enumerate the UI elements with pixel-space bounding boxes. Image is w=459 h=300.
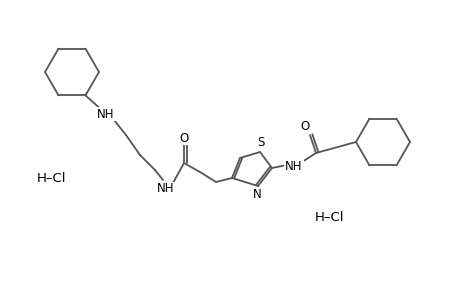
Text: NH: NH xyxy=(97,107,114,121)
Text: S: S xyxy=(257,136,264,149)
Text: H–Cl: H–Cl xyxy=(314,212,344,224)
Text: O: O xyxy=(179,131,188,145)
Text: N: N xyxy=(252,188,261,202)
Text: O: O xyxy=(300,121,309,134)
Text: NH: NH xyxy=(285,160,302,173)
Text: NH: NH xyxy=(157,182,174,196)
Text: H–Cl: H–Cl xyxy=(37,172,67,184)
